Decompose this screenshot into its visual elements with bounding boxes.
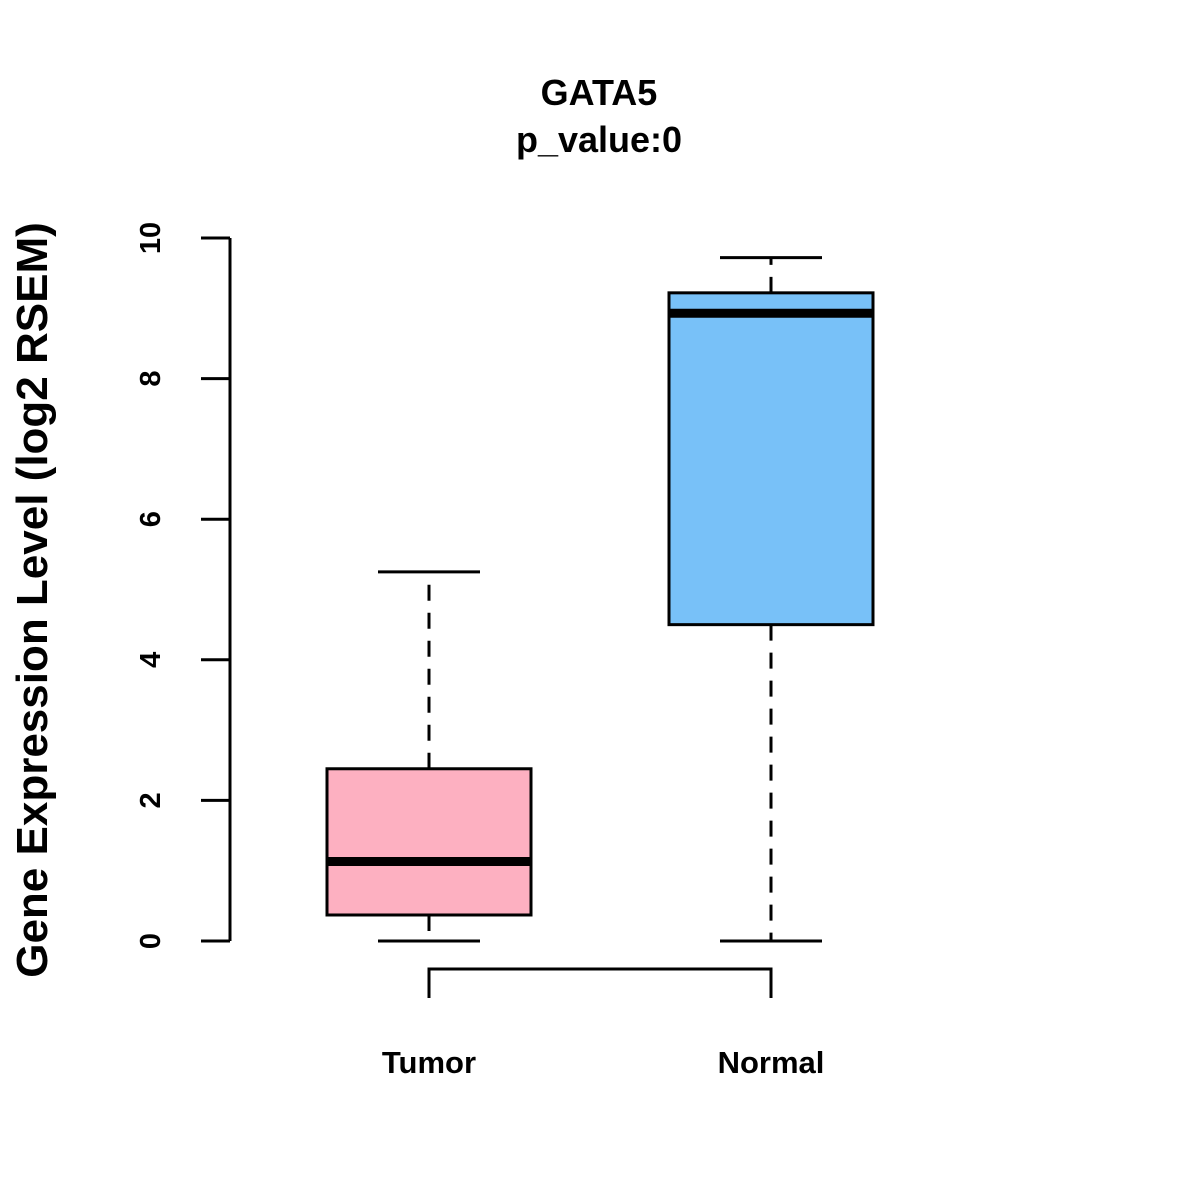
y-tick-label-3: 6 [135,511,167,527]
comparison-bracket-line [427,967,773,998]
y-tick-label-2: 4 [135,652,167,668]
tumor-box [325,767,533,917]
y-tick-label-1: 2 [135,792,167,808]
y-axis: 0 2 4 6 8 10 [135,222,232,949]
box-group [325,256,875,943]
y-tick-label-4: 8 [135,371,167,387]
chart-subtitle: p_value:0 [516,119,682,160]
y-axis-label: Gene Expression Level (log2 RSEM) [8,222,57,978]
comparison-bracket [427,967,773,998]
normal-box [667,291,875,627]
x-tick-label-normal: Normal [718,1045,825,1080]
chart-title: GATA5 [541,72,658,113]
y-tick-label-0: 0 [135,933,167,949]
x-tick-labels: Tumor Normal [382,1045,824,1080]
y-tick-label-5: 10 [135,222,167,254]
x-tick-label-tumor: Tumor [382,1045,476,1080]
